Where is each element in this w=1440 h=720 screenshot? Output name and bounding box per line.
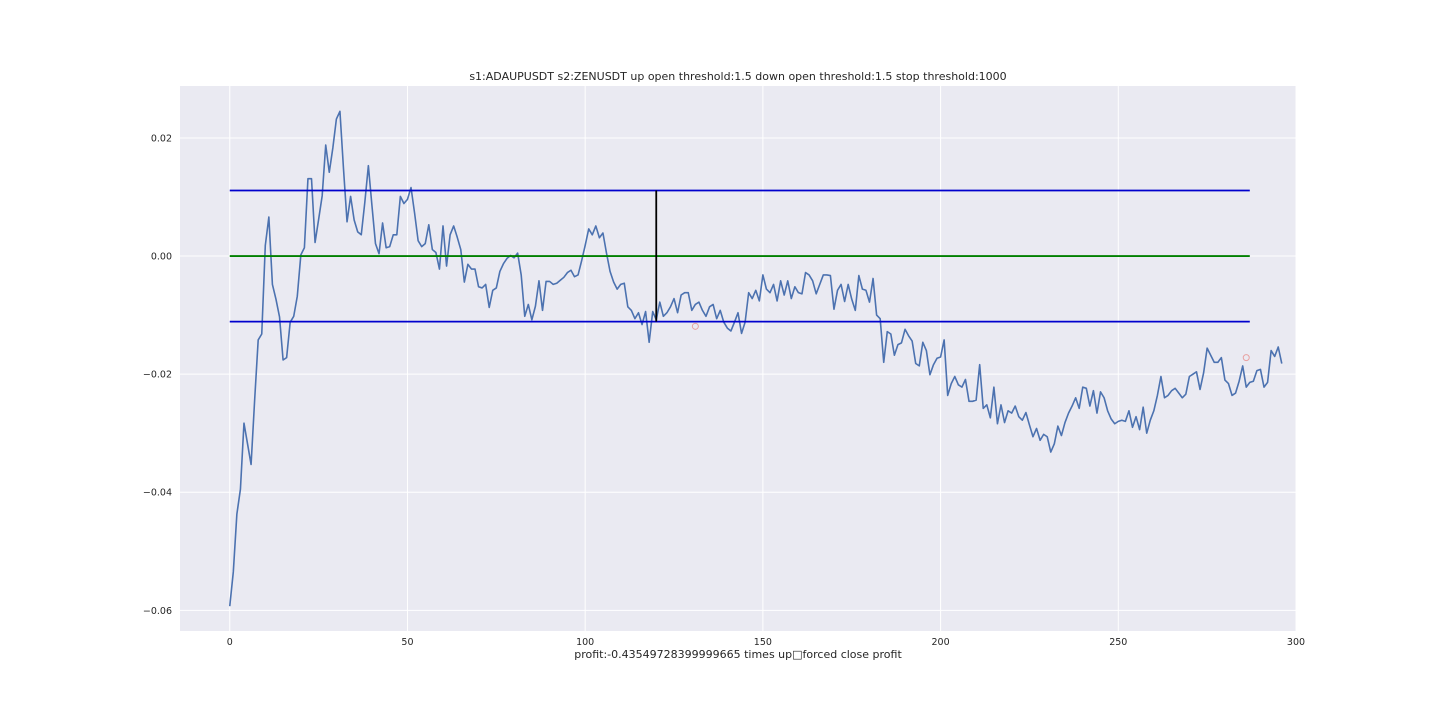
plot-area [180,86,1296,631]
x-gridlines [229,86,1297,631]
x-tick-label: 100 [576,637,594,648]
x-tick-label: 250 [1109,637,1127,648]
marker-layer [691,322,1250,362]
x-tick-label: 50 [401,637,413,648]
x-tick-label: 150 [754,637,772,648]
x-axis-label: profit:-0.43549728399999665 times up□for… [574,648,902,661]
series-line-0 [228,110,1283,607]
y-tick-label: −0.04 [143,488,172,499]
x-tick-label: 0 [227,637,233,648]
y-tick-label: −0.02 [143,370,172,381]
y-tick-label: 0.02 [151,133,172,144]
series-layer [228,110,1283,607]
point-marker [1242,354,1250,362]
point-marker [691,322,699,330]
x-tick-label: 200 [932,637,950,648]
y-tick-label: −0.06 [143,606,172,617]
x-tick-labels: 0 50 100 150 200 250 300 [227,637,1305,648]
chart-title: s1:ADAUPUSDT s2:ZENUSDT up open threshol… [469,70,1006,83]
y-tick-label: 0.00 [151,252,172,263]
y-tick-labels: −0.06 −0.04 −0.02 0.00 0.02 [143,133,172,616]
x-tick-label: 300 [1287,637,1305,648]
